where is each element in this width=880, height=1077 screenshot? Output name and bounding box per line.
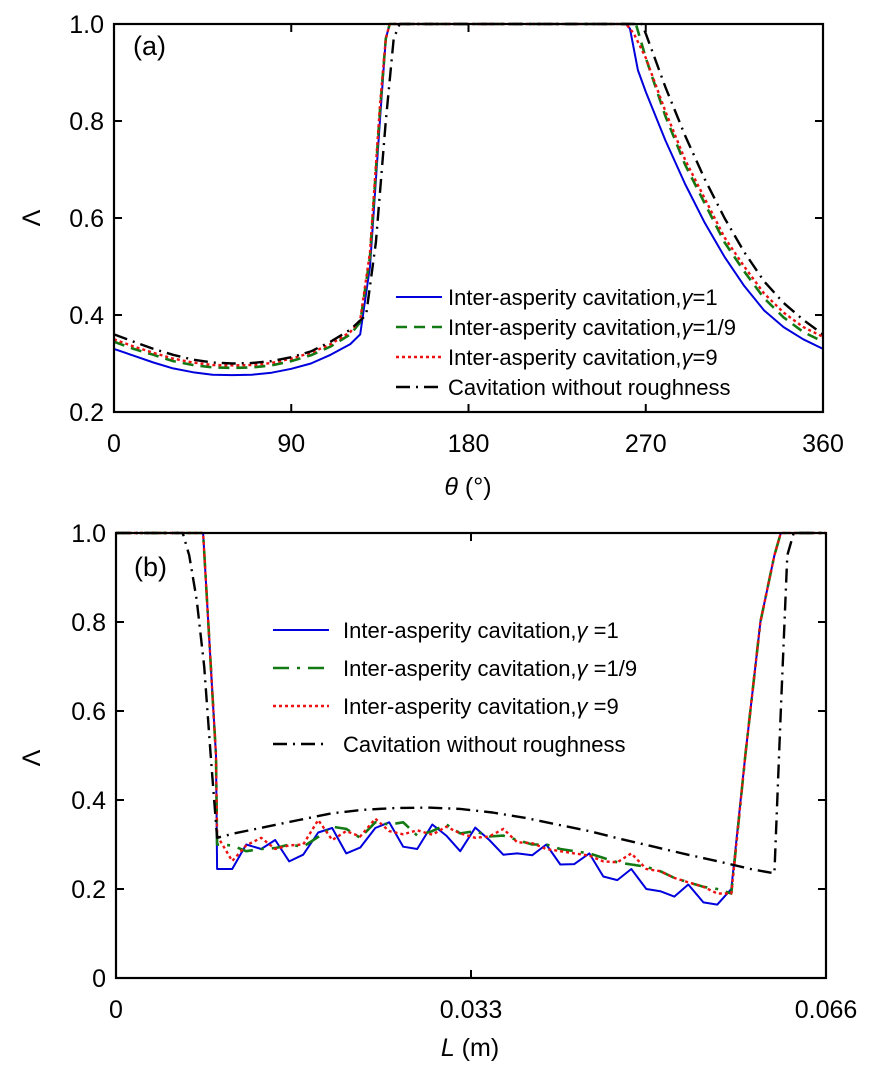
legend-gamma-value: =1/9 — [588, 656, 638, 681]
panel-a-xlabel: θ (°) — [444, 473, 491, 501]
legend-label: Inter-asperity cavitation,γ =1 — [343, 618, 619, 643]
panel-b-xlabel-unit: (m) — [455, 1034, 499, 1062]
panel-b-series-line-1 — [116, 531, 826, 895]
panel-b-series-line-2 — [116, 531, 826, 895]
legend-item: Cavitation without roughness — [273, 732, 626, 757]
legend-gamma-symbol: γ — [577, 656, 590, 681]
panel-a-ticks: 0 90 180 270 360 0.2 0.4 0.6 0.8 1.0 — [69, 11, 844, 458]
legend-label-text: Inter-asperity cavitation, — [448, 285, 682, 310]
panel-b-ticks: 0 0.033 0.066 0 0.2 0.4 0.6 0.8 1.0 — [71, 520, 857, 1024]
legend-gamma-symbol: γ — [577, 694, 590, 719]
panel-a-ytick-label: 0.8 — [69, 108, 104, 136]
panel-a-xtick-label: 270 — [625, 430, 667, 458]
panel-a-ytick-label: 1.0 — [69, 11, 104, 39]
panel-b-xlabel-symbol: L — [441, 1034, 455, 1062]
panel-b-series-line-0 — [116, 532, 826, 906]
legend-gamma-symbol: γ — [682, 345, 695, 370]
panel-b-series-line-3 — [116, 531, 826, 875]
legend-gamma-symbol: γ — [577, 618, 590, 643]
legend-item: Inter-asperity cavitation,γ =9 — [273, 694, 619, 719]
legend-label: Inter-asperity cavitation,γ=1/9 — [448, 315, 736, 340]
panel-a-xlabel-symbol: θ — [444, 473, 458, 501]
legend-label: Inter-asperity cavitation,γ=9 — [448, 345, 718, 370]
panel-a-xtick-label: 90 — [277, 430, 305, 458]
panel-b-ytick-label: 1.0 — [71, 520, 106, 548]
panel-a-xtick-label: 360 — [802, 430, 844, 458]
panel-a-ytick-label: 0.6 — [69, 205, 104, 233]
panel-b-label: (b) — [134, 552, 167, 582]
legend-gamma-symbol: γ — [682, 285, 695, 310]
legend-item: Inter-asperity cavitation,γ =1 — [273, 618, 619, 643]
panel-b-ytick-label: 0.6 — [71, 698, 106, 726]
panel-b-xtick-label: 0 — [109, 996, 123, 1024]
legend-item: Inter-asperity cavitation,γ =1/9 — [273, 656, 637, 681]
legend-gamma-value: =1/9 — [693, 315, 736, 340]
legend-label-text: Inter-asperity cavitation, — [343, 618, 577, 643]
legend-item: Inter-asperity cavitation,γ=9 — [396, 345, 718, 370]
panel-b-ytick-label: 0.2 — [71, 876, 106, 904]
legend-gamma-symbol: γ — [682, 315, 695, 340]
panel-b-legend: Inter-asperity cavitation,γ =1Inter-aspe… — [273, 618, 637, 757]
legend-item: Inter-asperity cavitation,γ=1/9 — [396, 315, 736, 340]
panel-a-series — [114, 22, 824, 377]
panel-a-legend: Inter-asperity cavitation,γ=1Inter-asper… — [396, 285, 736, 400]
panel-a-series-line-1 — [114, 22, 824, 370]
legend-label-text: Inter-asperity cavitation, — [343, 694, 577, 719]
legend-label: Inter-asperity cavitation,γ =1/9 — [343, 656, 637, 681]
panel-a-ylabel: Λ — [18, 209, 46, 226]
legend-label: Inter-asperity cavitation,γ=1 — [448, 285, 718, 310]
legend-gamma-value: =1 — [693, 285, 718, 310]
panel-b-xtick-label: 0.033 — [440, 996, 503, 1024]
panel-a-ytick-label: 0.2 — [69, 399, 104, 427]
legend-label: Cavitation without roughness — [448, 375, 731, 400]
legend-label: Cavitation without roughness — [343, 732, 626, 757]
panel-a-ytick-label: 0.4 — [69, 302, 104, 330]
panel-a-series-line-2 — [114, 22, 824, 367]
legend-item: Inter-asperity cavitation,γ=1 — [396, 285, 718, 310]
legend-gamma-value: =9 — [588, 694, 619, 719]
panel-a-xlabel-unit: (°) — [458, 473, 492, 501]
panel-b-xtick-label: 0.066 — [795, 996, 858, 1024]
panel-b-ytick-label: 0.4 — [71, 787, 106, 815]
panel-b-xlabel: L (m) — [441, 1034, 499, 1062]
legend-label: Inter-asperity cavitation,γ =9 — [343, 694, 619, 719]
legend-label-text: Cavitation without roughness — [448, 375, 731, 400]
legend-label-text: Inter-asperity cavitation, — [448, 315, 682, 340]
legend-label-text: Cavitation without roughness — [343, 732, 626, 757]
panel-a-label: (a) — [133, 31, 166, 61]
panel-b-ylabel: Λ — [18, 749, 46, 766]
legend-gamma-value: =9 — [693, 345, 718, 370]
panel-a-xtick-label: 180 — [448, 430, 490, 458]
panel-a-series-line-3 — [114, 22, 824, 365]
panel-b-ytick-label: 0.8 — [71, 609, 106, 637]
panel-a-xtick-label: 0 — [107, 430, 121, 458]
panel-b-series — [116, 531, 826, 906]
legend-label-text: Inter-asperity cavitation, — [343, 656, 577, 681]
legend-gamma-value: =1 — [588, 618, 619, 643]
legend-label-text: Inter-asperity cavitation, — [448, 345, 682, 370]
panel-b-ytick-label: 0 — [92, 965, 106, 993]
legend-item: Cavitation without roughness — [396, 375, 731, 400]
